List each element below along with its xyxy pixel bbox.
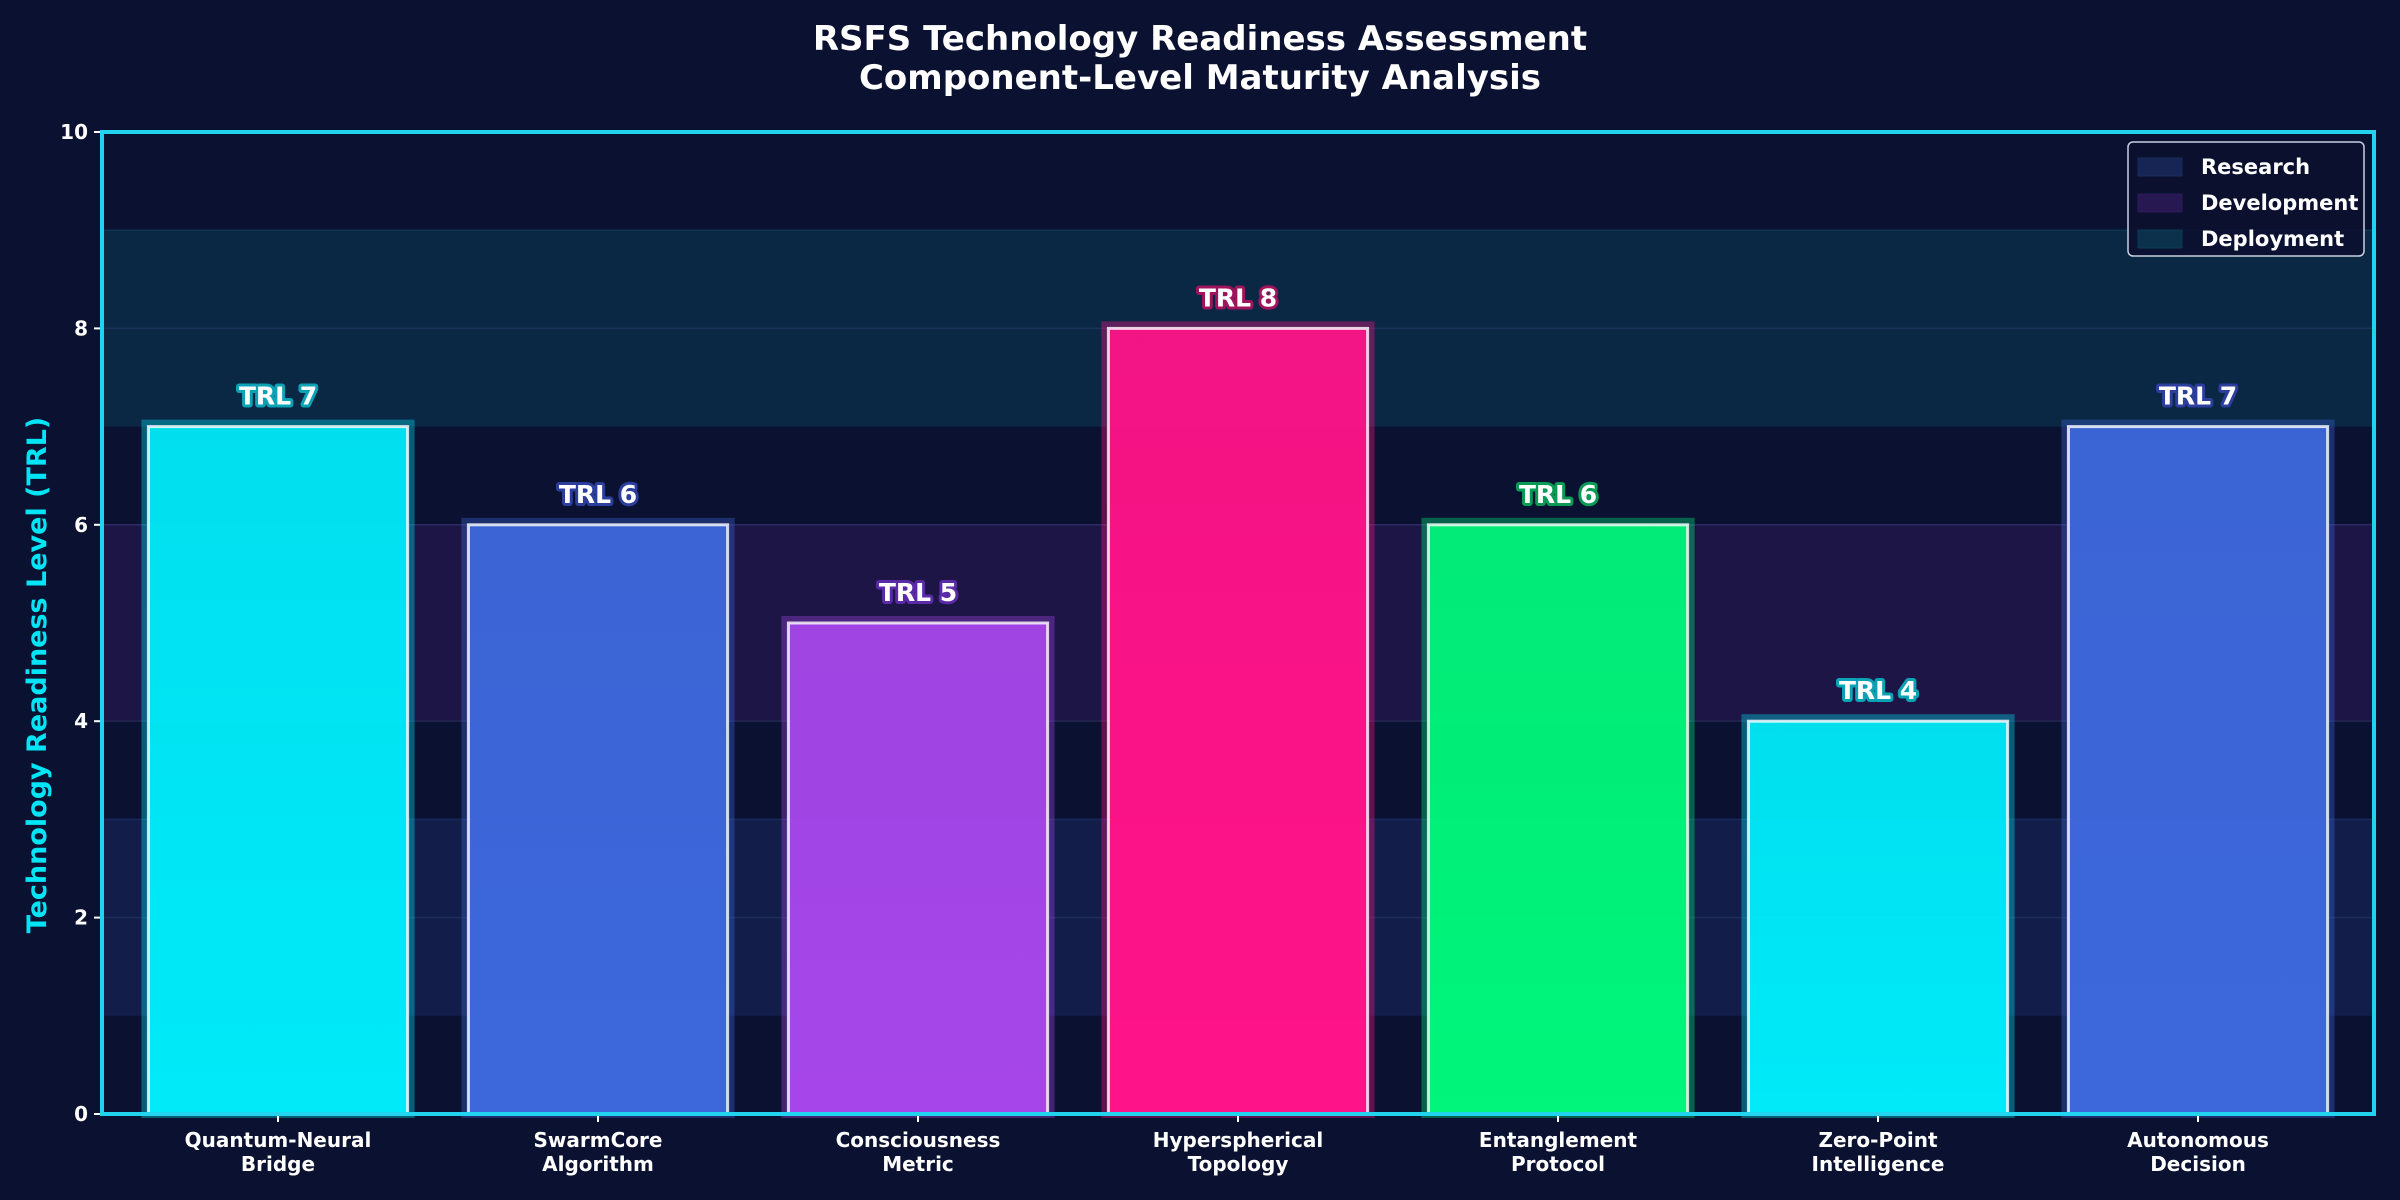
- legend-swatch: [2137, 229, 2183, 249]
- data-label: TRL 5: [879, 578, 957, 607]
- data-label: TRL 8: [1199, 283, 1277, 312]
- data-label: TRL 7: [2159, 382, 2237, 411]
- data-label: TRL 6: [1519, 480, 1597, 509]
- y-tick-label: 8: [74, 316, 88, 340]
- chart-title: RSFS Technology Readiness Assessment: [813, 19, 1587, 59]
- data-label: TRL 6: [559, 480, 637, 509]
- bar: [1426, 523, 1690, 1116]
- x-tick-label: Entanglement Protocol: [1479, 1128, 1638, 1176]
- bar: [786, 621, 1050, 1116]
- x-tick-label: Hyperspherical Topology: [1153, 1128, 1323, 1176]
- data-label: TRL 7: [239, 382, 317, 411]
- y-tick-label: 10: [60, 120, 88, 144]
- plot-frame: [100, 130, 2376, 1116]
- bar: [146, 425, 410, 1116]
- legend-swatch: [2137, 193, 2183, 213]
- y-tick-label: 4: [74, 709, 88, 733]
- bar: [1746, 719, 2010, 1116]
- y-tick-label: 2: [74, 906, 88, 930]
- plot-layer: TRL 7 Quantum-Neural Bridge TRL 6 SwarmCore A…: [60, 120, 2376, 1176]
- legend-label: Development: [2201, 191, 2358, 215]
- legend-label: Research: [2201, 155, 2310, 179]
- bar: [2066, 425, 2330, 1116]
- legend-swatch: [2137, 157, 2183, 177]
- y-axis-label: Technology Readiness Level (TRL): [22, 417, 53, 933]
- legend-label: Deployment: [2201, 227, 2344, 251]
- y-tick-label: 0: [74, 1102, 88, 1126]
- x-tick-label: Quantum-Neural Bridge: [185, 1128, 372, 1176]
- legend: Research Development Deployment: [2127, 141, 2365, 257]
- bar: [466, 523, 730, 1116]
- data-label: TRL 4: [1839, 676, 1917, 705]
- bar: [1106, 326, 1370, 1116]
- x-tick-label: Zero-Point Intelligence: [1812, 1128, 1945, 1176]
- x-tick-label: Autonomous Decision: [2127, 1128, 2269, 1176]
- chart-subtitle: Component-Level Maturity Analysis: [859, 58, 1541, 98]
- y-tick-label: 6: [74, 513, 88, 537]
- legend-box: [2127, 141, 2365, 257]
- x-tick-label: SwarmCore Algorithm: [534, 1128, 663, 1176]
- x-tick-label: Consciousness Metric: [836, 1128, 1001, 1176]
